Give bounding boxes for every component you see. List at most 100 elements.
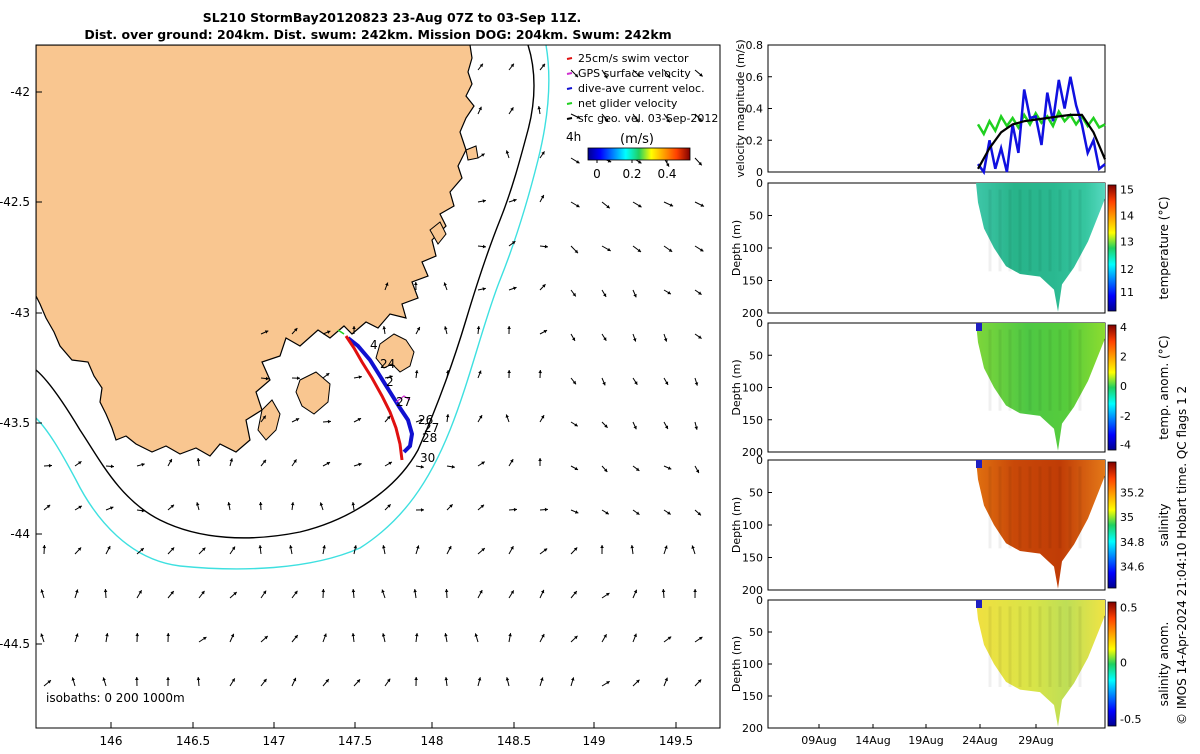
depth-axis-label: Depth (m)	[730, 497, 743, 553]
legend-label: dive-ave current veloc.	[578, 82, 705, 95]
isobaths-label: isobaths: 0 200 1000m	[46, 691, 185, 705]
track-day-label: 27	[396, 395, 411, 409]
velocity-tick-label: 0.2	[746, 134, 764, 147]
map-xtick-label: 148	[421, 734, 444, 748]
depth-tick-label: 50	[749, 349, 763, 362]
legend-swatch	[567, 118, 572, 119]
title-line-2: Dist. over ground: 204km. Dist. swum: 24…	[84, 27, 671, 42]
section-surface-edge	[976, 323, 982, 331]
velocity-tick-label: 0.6	[746, 71, 764, 84]
map-ytick-label: -42	[10, 85, 30, 99]
track-day-label: 4	[370, 338, 378, 352]
map-ytick-label: -44	[10, 527, 30, 541]
map-ytick-label: -43.5	[0, 416, 30, 430]
time-tick-label: 14Aug	[855, 734, 890, 747]
colorbar-tick-label: 13	[1120, 236, 1134, 249]
depth-tick-label: 0	[756, 177, 763, 190]
colorbar-tick-label: 14	[1120, 210, 1134, 223]
depth-tick-label: 150	[742, 552, 763, 565]
depth-tick-label: 50	[749, 626, 763, 639]
depth-tick-label: 0	[756, 317, 763, 330]
section-colorbar	[1108, 185, 1116, 311]
track-day-label: 30	[420, 451, 435, 465]
velocity-axis-label: velocity magnitude (m/s)	[734, 39, 747, 177]
legend-swatch	[567, 58, 572, 59]
colorbar-tick-label: 2	[1120, 351, 1127, 364]
velocity-tick-label: 0.4	[746, 103, 764, 116]
colorbar-label: temperature (°C)	[1157, 197, 1171, 300]
map-ytick-label: -43	[10, 306, 30, 320]
legend-label: GPS surface velocity	[578, 67, 691, 80]
colorbar-tick-label: 15	[1120, 184, 1134, 197]
depth-tick-label: 150	[742, 414, 763, 427]
depth-axis-label: Depth (m)	[730, 359, 743, 415]
colorbar-tick-label: 11	[1120, 286, 1134, 299]
colorbar-tick-label: 0.5	[1120, 602, 1138, 615]
colorbar-tick-label: 0.2	[622, 167, 641, 181]
section-colorbar	[1108, 602, 1116, 726]
footer-credit: © IMOS 14-Apr-2024 21:04:10 Hobart time.…	[1175, 386, 1189, 725]
depth-tick-label: 200	[742, 722, 763, 735]
map-xtick-label: 149.5	[659, 734, 693, 748]
track-day-label: 24	[380, 357, 395, 371]
colorbar-tick-label: 0.4	[657, 167, 676, 181]
hour-label: 4h	[566, 130, 581, 144]
legend-label: net glider velocity	[578, 97, 678, 110]
colorbar-label: salinity anom.	[1157, 622, 1171, 707]
colorbar-tick-label: 34.6	[1120, 561, 1145, 574]
time-tick-label: 19Aug	[908, 734, 943, 747]
map-xtick-label: 148.5	[497, 734, 531, 748]
depth-tick-label: 0	[756, 594, 763, 607]
colorbar-tick-label: 35.2	[1120, 487, 1145, 500]
depth-tick-label: 150	[742, 690, 763, 703]
depth-tick-label: 100	[742, 242, 763, 255]
colorbar-label: temp. anom. (°C)	[1157, 335, 1171, 439]
colorbar-tick-label: 34.8	[1120, 536, 1145, 549]
salinity-anom-panel: 0 50 100 150 200 Depth (m) 0.5 0 -0.5 salinity an…	[730, 594, 1171, 735]
time-tick-label: 09Aug	[801, 734, 836, 747]
colorbar-unit: (m/s)	[620, 132, 654, 147]
depth-axis-label: Depth (m)	[730, 220, 743, 276]
title-line-1: SL210 StormBay20120823 23-Aug 07Z to 03-…	[203, 10, 582, 25]
colorbar-tick-label: 0	[1120, 380, 1127, 393]
depth-tick-label: 100	[742, 519, 763, 532]
colorbar-tick-label: -0.5	[1120, 713, 1141, 726]
colorbar-gradient	[588, 148, 690, 160]
colorbar-tick-label: -4	[1120, 438, 1131, 451]
depth-tick-label: 0	[756, 454, 763, 467]
map-xtick-label: 149	[583, 734, 606, 748]
depth-tick-label: 100	[742, 382, 763, 395]
colorbar-tick-label: 0	[1120, 657, 1127, 670]
legend-swatch	[567, 73, 572, 74]
time-tick-label: 24Aug	[962, 734, 997, 747]
legend-label: sfc geo. vel. 03-Sep-2012	[578, 112, 718, 125]
depth-tick-label: 50	[749, 487, 763, 500]
map-ytick-label: -42.5	[0, 195, 30, 209]
colorbar-tick-label: 4	[1120, 321, 1127, 334]
map-xtick-label: 147	[263, 734, 286, 748]
section-colorbar	[1108, 325, 1116, 450]
colorbar-tick-label: -2	[1120, 410, 1131, 423]
depth-axis-label: Depth (m)	[730, 636, 743, 692]
time-tick-label: 29Aug	[1018, 734, 1053, 747]
depth-tick-label: 100	[742, 658, 763, 671]
legend-swatch	[567, 103, 572, 104]
map-xtick-label: 146.5	[176, 734, 210, 748]
track-day-label: 28	[422, 431, 437, 445]
colorbar-tick-label: 0	[593, 167, 601, 181]
map-xtick-label: 147.5	[338, 734, 372, 748]
legend-label: 25cm/s swim vector	[578, 52, 689, 65]
section-colorbar	[1108, 462, 1116, 588]
section-surface-edge	[976, 600, 982, 608]
colorbar-tick-label: 12	[1120, 263, 1134, 276]
legend-swatch	[567, 88, 572, 89]
map-xtick-label: 146	[100, 734, 123, 748]
